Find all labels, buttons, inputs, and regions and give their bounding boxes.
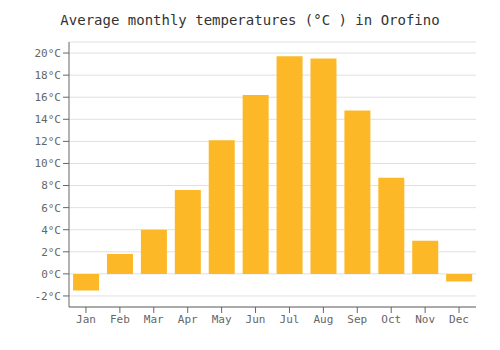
svg-text:4°C: 4°C xyxy=(41,224,61,237)
svg-text:18°C: 18°C xyxy=(35,69,62,82)
svg-text:14°C: 14°C xyxy=(35,113,62,126)
svg-text:Sep: Sep xyxy=(347,313,367,326)
svg-text:Nov: Nov xyxy=(415,313,435,326)
svg-text:Apr: Apr xyxy=(178,313,198,326)
svg-text:Feb: Feb xyxy=(110,313,130,326)
svg-text:Jul: Jul xyxy=(280,313,300,326)
svg-text:16°C: 16°C xyxy=(35,91,62,104)
svg-text:10°C: 10°C xyxy=(35,157,62,170)
svg-text:-2°C: -2°C xyxy=(35,290,62,303)
svg-text:Aug: Aug xyxy=(313,313,333,326)
svg-text:Dec: Dec xyxy=(449,313,469,326)
svg-text:12°C: 12°C xyxy=(35,135,62,148)
svg-text:Jun: Jun xyxy=(246,313,266,326)
svg-text:2°C: 2°C xyxy=(41,246,61,259)
svg-text:Oct: Oct xyxy=(381,313,401,326)
svg-text:20°C: 20°C xyxy=(35,47,62,60)
svg-text:0°C: 0°C xyxy=(41,268,61,281)
svg-text:Jan: Jan xyxy=(76,313,96,326)
svg-text:May: May xyxy=(212,313,232,326)
svg-text:8°C: 8°C xyxy=(41,179,61,192)
svg-text:Mar: Mar xyxy=(144,313,164,326)
html-text:Average monthly temperatures (: Average monthly temperatures (°C ) in Or… xyxy=(60,12,440,28)
svg-text:6°C: 6°C xyxy=(41,202,61,215)
